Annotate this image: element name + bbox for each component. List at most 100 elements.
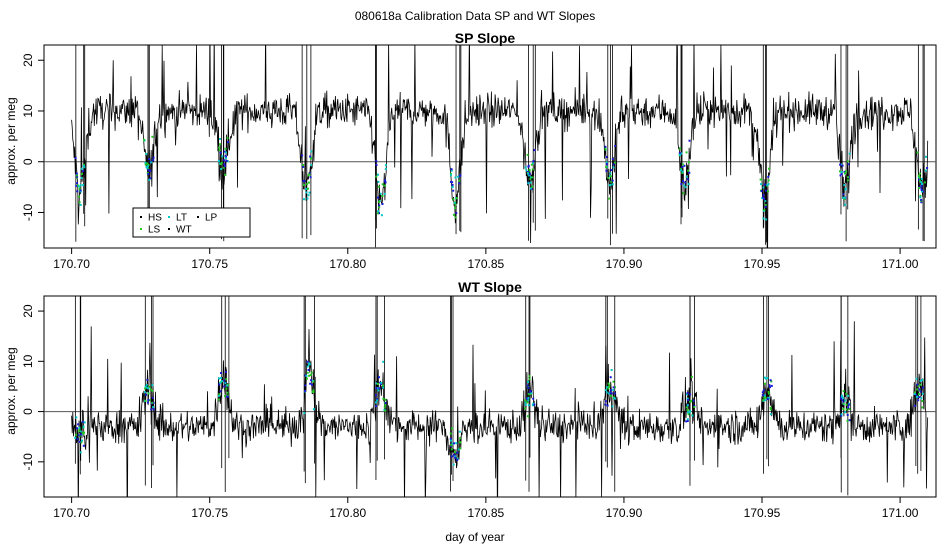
calibration-point — [152, 156, 155, 159]
calibration-point — [219, 143, 222, 146]
calibration-point — [844, 203, 847, 206]
calibration-point — [604, 148, 607, 151]
calibration-point — [308, 191, 311, 194]
calibration-point — [693, 404, 696, 407]
calibration-point — [767, 190, 769, 193]
calibration-point — [375, 164, 378, 166]
calibration-point — [378, 206, 381, 209]
calibration-point — [147, 387, 150, 390]
legend-label: LT — [176, 213, 187, 224]
calibration-point — [918, 396, 921, 399]
calibration-point — [681, 163, 684, 166]
calibration-point — [224, 151, 227, 154]
calibration-point — [604, 389, 607, 392]
calibration-point — [612, 166, 615, 169]
calibration-point — [764, 396, 767, 399]
calibration-point — [847, 406, 850, 409]
calibration-point — [843, 198, 846, 200]
calibration-point — [452, 189, 455, 192]
calibration-point — [80, 173, 83, 175]
x-tick-label: 171.00 — [882, 257, 919, 271]
calibration-point — [143, 138, 146, 141]
calibration-point — [226, 141, 229, 144]
calibration-point — [223, 379, 226, 382]
calibration-point — [308, 363, 310, 366]
plot-frame — [43, 295, 937, 498]
calibration-point — [75, 182, 78, 185]
calibration-point — [74, 436, 77, 439]
calibration-point — [844, 188, 847, 191]
calibration-point — [77, 195, 80, 198]
calibration-point — [606, 163, 608, 166]
calibration-point — [920, 198, 923, 201]
calibration-point — [921, 406, 924, 409]
calibration-point — [683, 184, 686, 187]
calibration-point — [146, 162, 149, 165]
calibration-point — [151, 389, 154, 392]
calibration-point — [383, 179, 386, 182]
calibration-point — [452, 198, 455, 201]
calibration-point — [451, 183, 454, 186]
calibration-point — [686, 392, 689, 395]
calibration-point — [917, 174, 920, 177]
calibration-point — [918, 187, 921, 189]
calibration-point — [457, 175, 459, 178]
calibration-point — [151, 401, 154, 404]
calibration-point — [920, 397, 923, 400]
calibration-point — [610, 369, 613, 371]
calibration-point — [842, 408, 845, 410]
calibration-point — [76, 174, 78, 177]
calibration-point — [763, 209, 766, 212]
y-tick-label: 0 — [21, 158, 35, 165]
calibration-point — [146, 401, 149, 404]
calibration-point — [924, 169, 927, 172]
calibration-point — [612, 389, 615, 391]
calibration-point — [921, 400, 924, 402]
calibration-point — [611, 179, 614, 182]
calibration-point — [78, 187, 81, 190]
calibration-point — [383, 192, 386, 195]
calibration-point — [610, 180, 613, 183]
calibration-point — [767, 179, 770, 182]
calibration-point — [915, 396, 918, 399]
calibration-point — [458, 430, 461, 433]
calibration-point — [607, 387, 610, 390]
calibration-point — [527, 393, 530, 396]
calibration-point — [916, 151, 919, 154]
calibration-point — [763, 183, 766, 186]
calibration-point — [152, 408, 155, 411]
y-axis-label: approx. per meg — [4, 347, 18, 434]
calibration-point — [225, 387, 228, 390]
calibration-point — [302, 165, 305, 168]
calibration-point — [303, 412, 306, 415]
calibration-point — [303, 183, 305, 186]
calibration-point — [524, 401, 527, 404]
calibration-point — [306, 377, 308, 380]
calibration-point — [529, 390, 532, 393]
legend-label: WT — [176, 225, 192, 236]
calibration-point — [761, 391, 764, 394]
calibration-point — [686, 409, 689, 411]
calibration-point — [307, 187, 309, 190]
calibration-point — [609, 394, 612, 397]
calibration-point — [920, 201, 923, 204]
calibration-point — [218, 393, 221, 396]
calibration-point — [450, 448, 453, 451]
calibration-point — [685, 406, 688, 409]
calibration-point — [77, 434, 80, 437]
calibration-point — [376, 383, 379, 385]
x-axis-label: day of year — [445, 530, 504, 544]
calibration-point — [79, 451, 82, 454]
calibration-point — [383, 406, 386, 409]
calibration-point — [918, 388, 921, 391]
calibration-point — [919, 172, 922, 175]
calibration-point — [384, 409, 387, 412]
calibration-point — [767, 392, 770, 395]
calibration-point — [450, 180, 452, 183]
calibration-point — [382, 360, 385, 363]
calibration-point — [311, 391, 314, 393]
calibration-point — [839, 174, 842, 177]
calibration-point — [847, 176, 849, 179]
calibration-point — [609, 183, 612, 186]
calibration-point — [919, 194, 922, 197]
